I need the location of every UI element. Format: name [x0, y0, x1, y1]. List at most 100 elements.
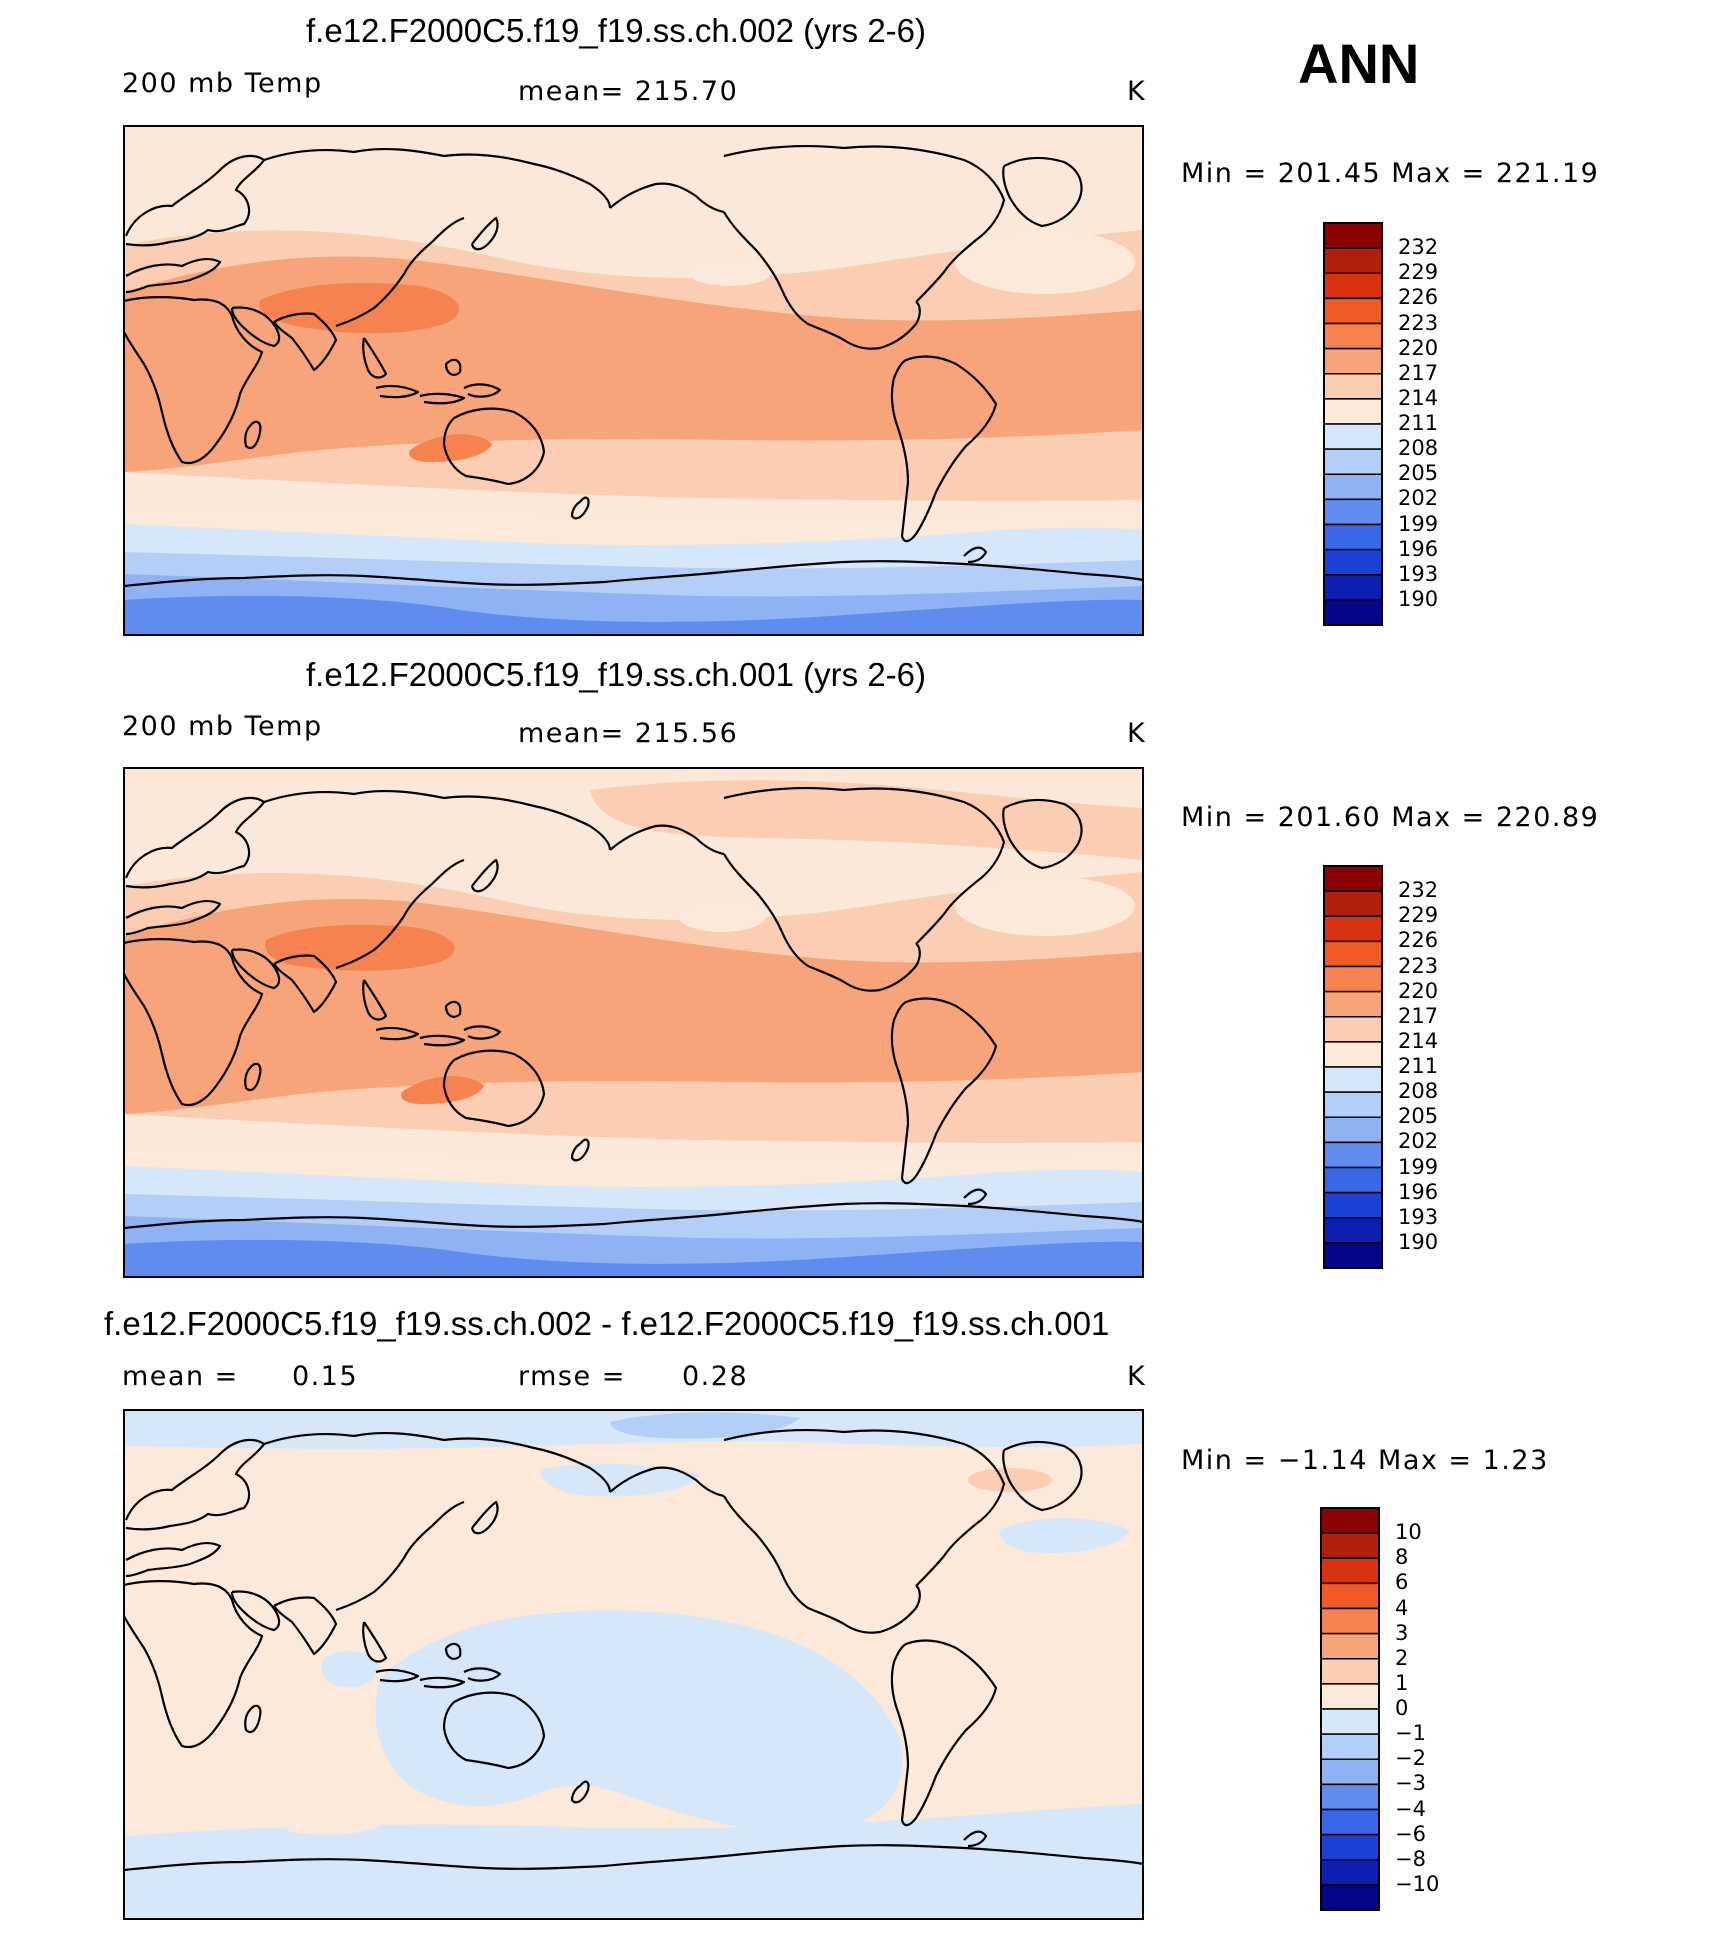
colorbar-label: 10: [1395, 1520, 1422, 1545]
season-label: ANN: [1298, 32, 1420, 95]
colorbar-swatch: [1323, 1166, 1383, 1194]
colorbar-label: 2: [1395, 1645, 1409, 1670]
colorbar-label: 217: [1398, 360, 1439, 385]
colorbar-label: −1: [1395, 1721, 1426, 1746]
colorbar-swatch: [1323, 1091, 1383, 1118]
panel1-colorbar: [1323, 222, 1383, 626]
colorbar-label: 229: [1398, 260, 1439, 285]
panel3-title: f.e12.F2000C5.f19_f19.ss.ch.002 - f.e12.…: [104, 1305, 1110, 1342]
colorbar-label: 6: [1395, 1570, 1409, 1595]
colorbar-swatch: [1320, 1708, 1380, 1735]
colorbar-label: 190: [1398, 1229, 1439, 1254]
colorbar-frame: [1320, 1507, 1380, 1911]
colorbar-label: 214: [1398, 385, 1439, 410]
colorbar-swatch: [1323, 448, 1383, 475]
panel3-map: [123, 1409, 1144, 1920]
colorbar-label: −2: [1395, 1746, 1426, 1771]
colorbar-label: 4: [1395, 1595, 1409, 1620]
colorbar-swatch: [1323, 423, 1383, 450]
panel2-colorbar: [1323, 865, 1383, 1269]
panel3-minmax: Min = −1.14 Max = 1.23: [1181, 1445, 1549, 1476]
colorbar-label: 196: [1398, 536, 1439, 561]
panel1-units: K: [1127, 76, 1147, 107]
panel3-colorbar: [1320, 1507, 1380, 1911]
colorbar-frame: [1323, 865, 1383, 1269]
colorbar-label: −3: [1395, 1771, 1426, 1796]
panel3-mean-label: mean =: [122, 1361, 239, 1392]
colorbar-swatch: [1323, 222, 1383, 249]
panel2-mean: mean= 215.56: [518, 718, 739, 749]
colorbar-label: 220: [1398, 335, 1439, 360]
colorbar-swatch: [1320, 1683, 1380, 1710]
colorbar-swatch: [1323, 1041, 1383, 1068]
colorbar-label: −6: [1395, 1821, 1426, 1846]
panel1-minmax: Min = 201.45 Max = 221.19: [1181, 158, 1600, 189]
colorbar-swatch: [1323, 272, 1383, 300]
panel3-units: K: [1127, 1361, 1147, 1392]
colorbar-label: 211: [1398, 411, 1439, 435]
colorbar-swatch: [1323, 1066, 1383, 1093]
colorbar-swatch: [1320, 1859, 1380, 1886]
colorbar-swatch: [1323, 498, 1383, 526]
panel3-rmse-value: 0.28: [682, 1361, 749, 1392]
panel2-map: [123, 767, 1144, 1278]
colorbar-label: 226: [1398, 285, 1439, 310]
colorbar-swatch: [1323, 373, 1383, 400]
colorbar-label: 211: [1398, 1054, 1439, 1078]
colorbar-label: 217: [1398, 1003, 1439, 1028]
colorbar-swatch: [1323, 548, 1383, 576]
panel3-rmse-label: rmse =: [518, 1361, 626, 1392]
colorbar-swatch: [1320, 1758, 1380, 1786]
colorbar-swatch: [1320, 1808, 1380, 1836]
colorbar-swatch: [1323, 990, 1383, 1018]
panel2-title: f.e12.F2000C5.f19_f19.ss.ch.001 (yrs 2-6…: [306, 656, 927, 693]
colorbar-swatch: [1320, 1607, 1380, 1635]
colorbar-swatch: [1323, 523, 1383, 551]
colorbar-label: 1: [1395, 1670, 1409, 1695]
colorbar-swatch: [1323, 1141, 1383, 1169]
colorbar-swatch: [1323, 574, 1383, 601]
colorbar-swatch: [1323, 247, 1383, 274]
colorbar-swatch: [1323, 599, 1383, 626]
colorbar-label: 208: [1398, 436, 1439, 461]
colorbar-label: 232: [1398, 878, 1439, 903]
colorbar-swatch: [1323, 398, 1383, 425]
colorbar-label: 199: [1398, 1154, 1439, 1179]
colorbar-swatch: [1320, 1557, 1380, 1585]
colorbar-label: −8: [1395, 1846, 1426, 1871]
colorbar-swatch: [1320, 1783, 1380, 1811]
panel2-minmax: Min = 201.60 Max = 220.89: [1181, 802, 1600, 833]
panel1-map: [123, 125, 1144, 636]
colorbar-swatch: [1323, 297, 1383, 325]
colorbar-label: 226: [1398, 928, 1439, 953]
panel1-variable: 200 mb Temp: [122, 68, 323, 99]
colorbar-label: 3: [1395, 1620, 1409, 1645]
colorbar-label: 205: [1398, 461, 1439, 486]
colorbar-swatch: [1323, 347, 1383, 375]
colorbar-label: 208: [1398, 1079, 1439, 1104]
colorbar-swatch: [1320, 1833, 1380, 1861]
panel1-mean: mean= 215.70: [518, 76, 739, 107]
colorbar-swatch: [1323, 915, 1383, 943]
panel3-mean-value: 0.15: [292, 1361, 359, 1392]
colorbar-label: 193: [1398, 1204, 1439, 1229]
colorbar-swatch: [1323, 1217, 1383, 1244]
panel2-variable: 200 mb Temp: [122, 711, 323, 742]
colorbar-swatch: [1320, 1582, 1380, 1610]
colorbar-label: 193: [1398, 561, 1439, 586]
colorbar-label: 223: [1398, 310, 1439, 335]
colorbar-swatch: [1323, 940, 1383, 968]
colorbar-swatch: [1320, 1733, 1380, 1760]
colorbar-swatch: [1320, 1632, 1380, 1660]
colorbar-label: 232: [1398, 235, 1439, 260]
colorbar-label: 229: [1398, 903, 1439, 928]
colorbar-swatch: [1323, 1242, 1383, 1269]
panel2-units: K: [1127, 718, 1147, 749]
colorbar-swatch: [1323, 322, 1383, 350]
colorbar-swatch: [1320, 1658, 1380, 1685]
colorbar-frame: [1323, 222, 1383, 626]
colorbar-swatch: [1323, 1116, 1383, 1144]
colorbar-swatch: [1323, 473, 1383, 501]
colorbar-swatch: [1320, 1532, 1380, 1559]
colorbar-label: 220: [1398, 978, 1439, 1003]
